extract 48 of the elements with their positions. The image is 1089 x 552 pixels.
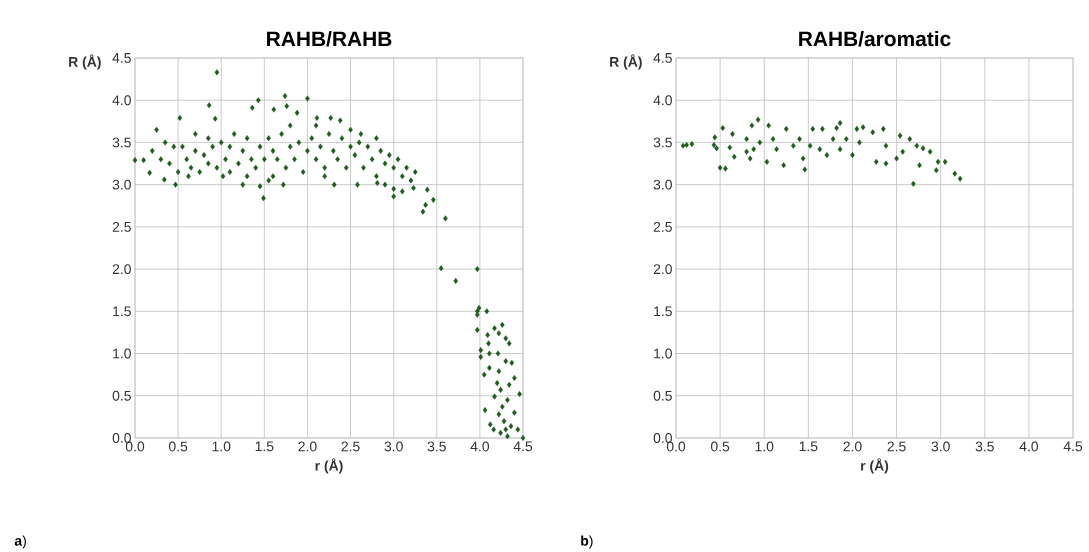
y-tick-label: 2.5 [112,221,131,232]
x-tick-label: 2.5 [887,441,906,452]
y-tick-label: 3.0 [653,179,672,190]
y-tick-label: 1.5 [654,306,672,317]
text: b) [581,535,593,549]
x-tick-label: 3.5 [427,441,446,452]
y-tick-label: 0.0 [112,433,131,443]
text: a) [14,535,26,549]
chart-title: RAHB/aromatic [799,30,951,47]
y-tick-label: 0.0 [653,433,672,443]
y-axis-title: R (Å) [69,54,101,70]
x-tick-label: 4.0 [470,441,490,452]
x-tick-label: 3.5 [975,441,994,452]
x-axis-title: r (Å) [315,458,343,474]
y-tick-label: 1.5 [113,306,131,317]
x-tick-label: 1.0 [755,441,774,452]
x-tick-label: 1.5 [255,441,274,452]
x-tick-label: 0.5 [168,441,188,452]
x-tick-label: 4.0 [1019,441,1039,452]
y-tick-label: 4.5 [112,53,131,63]
y-tick-label: 2.0 [653,264,672,275]
y-tick-label: 3.5 [112,137,131,148]
x-tick-label: 0.0 [666,441,686,452]
y-tick-label: 0.5 [112,390,131,401]
x-tick-label: 1.5 [799,441,818,452]
y-tick-label: 4.0 [112,95,131,106]
y-tick-label: 0.5 [653,390,672,401]
x-tick-label: 0.5 [710,441,730,452]
y-tick-label: 4.5 [653,53,672,63]
y-tick-label: 2.0 [112,264,131,275]
x-tick-label: 3.0 [384,441,403,452]
y-tick-label: 3.0 [112,179,131,190]
x-tick-label: 0.0 [125,441,145,452]
x-tick-label: 2.0 [843,441,862,452]
x-tick-label: 4.5 [513,441,533,452]
y-tick-label: 3.5 [653,137,672,148]
y-tick-label: 1.0 [654,348,672,359]
y-tick-label: 1.0 [113,348,131,359]
y-tick-label: 2.5 [653,221,672,232]
x-tick-label: 3.0 [931,441,950,452]
chart-title: RAHB/RAHB [267,30,392,47]
y-tick-label: 4.0 [653,95,672,106]
x-tick-label: 4.5 [1063,441,1083,452]
x-tick-label: 2.0 [298,441,317,452]
x-tick-label: 2.5 [341,441,360,452]
x-axis-title: r (Å) [861,458,889,474]
x-tick-label: 1.0 [212,441,231,452]
y-axis-title: R (Å) [610,54,642,70]
